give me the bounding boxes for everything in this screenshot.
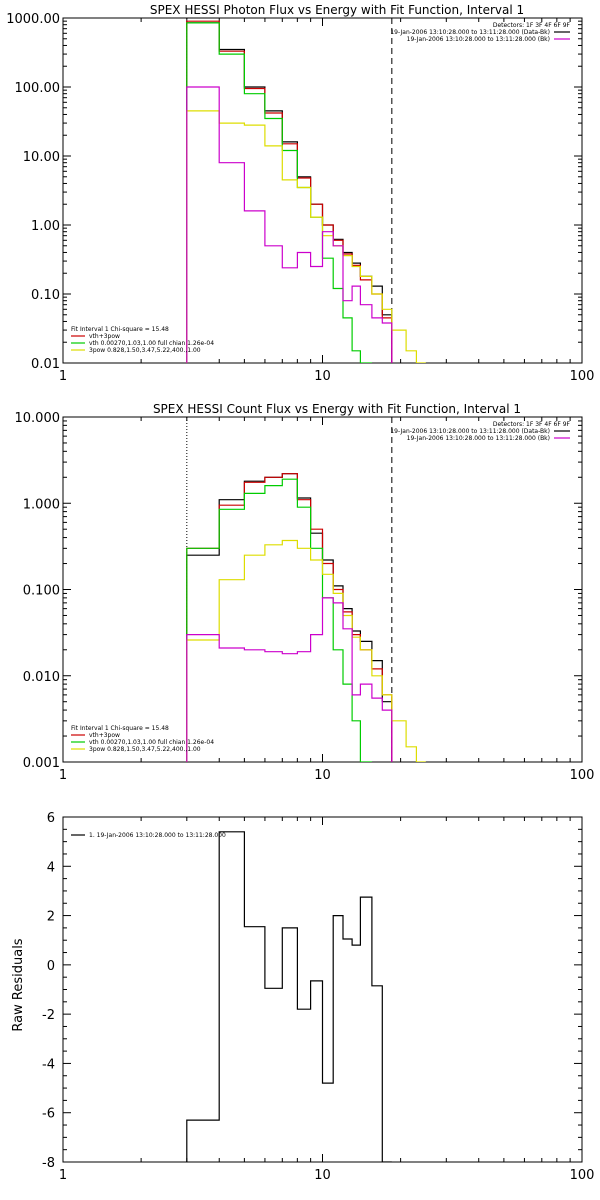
count-flux-title: SPEX HESSI Count Flux vs Energy with Fit… bbox=[153, 402, 521, 416]
y-tick-label: 0.100 bbox=[23, 584, 60, 599]
x-tick-label: 10 bbox=[314, 1168, 331, 1183]
legend-label: 19-Jan-2006 13:10:28.000 to 13:11:28.000… bbox=[407, 435, 550, 442]
y-tick-label: 0.010 bbox=[23, 670, 60, 685]
fit-legend-header: Fit Interval 1 Chi-square = 15.48 bbox=[71, 725, 169, 732]
x-tick-label: 100 bbox=[570, 369, 595, 384]
x-tick-label: 100 bbox=[570, 1168, 595, 1183]
x-tick-label: 100 bbox=[570, 768, 595, 783]
legend-label: 3pow 0.828,1.50,3.47,5.22,400.,1.00 bbox=[89, 746, 201, 753]
y-tick-label: 1.00 bbox=[31, 219, 60, 234]
photon-flux-title: SPEX HESSI Photon Flux vs Energy with Fi… bbox=[150, 3, 524, 17]
legend-label: 1. 19-Jan-2006 13:10:28.000 to 13:11:28.… bbox=[89, 832, 226, 839]
legend-label: 19-Jan-2006 13:10:28.000 to 13:11:28.000… bbox=[407, 36, 550, 43]
fit-legend-header: Fit Interval 1 Chi-square = 15.48 bbox=[71, 326, 169, 333]
y-tick-label: 6 bbox=[47, 811, 55, 826]
series-3pow-line bbox=[186, 539, 426, 762]
y-tick-label: 1000.00 bbox=[6, 12, 60, 27]
y-tick-label: 0 bbox=[47, 959, 55, 974]
y-tick-label: 10.000 bbox=[15, 411, 61, 426]
y-tick-label: 0.001 bbox=[23, 756, 60, 771]
y-tick-label: -2 bbox=[42, 1008, 55, 1023]
y-tick-label: 1.000 bbox=[23, 497, 60, 512]
residuals-y-axis-label: Raw Residuals bbox=[11, 938, 26, 1031]
y-tick-label: 4 bbox=[47, 860, 55, 875]
legend-label: vth 0.00270,1.03,1.00 full chian 1.26e-0… bbox=[89, 739, 214, 746]
legend-header: Detectors: 1F 3F 4F 6F 9F bbox=[493, 22, 571, 29]
photon-flux-panel: SPEX HESSI Photon Flux vs Energy with Fi… bbox=[6, 3, 594, 384]
legend-label: 19-Jan-2006 13:10:28.000 to 13:11:28.000… bbox=[390, 428, 550, 435]
legend-label: vth+3pow bbox=[89, 732, 120, 739]
legend-header: Detectors: 1F 3F 4F 6F 9F bbox=[493, 421, 571, 428]
series-bk-line bbox=[186, 86, 393, 363]
legend-label: 19-Jan-2006 13:10:28.000 to 13:11:28.000… bbox=[390, 29, 550, 36]
count-flux-panel: SPEX HESSI Count Flux vs Energy with Fit… bbox=[15, 402, 595, 783]
series-1-19-jan-2006-13-10-28-000-to-13-11-28-000-line bbox=[186, 831, 392, 1162]
y-tick-label: -4 bbox=[42, 1057, 55, 1072]
y-tick-label: 0.10 bbox=[31, 288, 60, 303]
y-tick-label: 0.01 bbox=[31, 357, 60, 372]
legend-label: 3pow 0.828,1.50,3.47,5.22,400.,1.00 bbox=[89, 347, 201, 354]
y-tick-label: 100.00 bbox=[15, 81, 61, 96]
y-tick-label: 2 bbox=[47, 910, 55, 925]
x-tick-label: 1 bbox=[59, 1168, 67, 1183]
legend-label: vth+3pow bbox=[89, 333, 120, 340]
x-tick-label: 10 bbox=[314, 768, 331, 783]
legend-label: vth 0.00270,1.03,1.00 full chian 1.26e-0… bbox=[89, 340, 214, 347]
x-tick-label: 1 bbox=[59, 768, 67, 783]
y-tick-label: -8 bbox=[42, 1156, 55, 1171]
x-tick-label: 10 bbox=[314, 369, 331, 384]
series-bk-line bbox=[186, 597, 393, 762]
residuals-panel: Raw Residuals 1 10 100 6 4 2 0 -2 -4 -6 -8 1. 19-Ja… bbox=[11, 811, 594, 1183]
x-tick-label: 1 bbox=[59, 369, 67, 384]
y-tick-label: 10.00 bbox=[23, 150, 60, 165]
y-tick-label: -6 bbox=[42, 1107, 55, 1122]
